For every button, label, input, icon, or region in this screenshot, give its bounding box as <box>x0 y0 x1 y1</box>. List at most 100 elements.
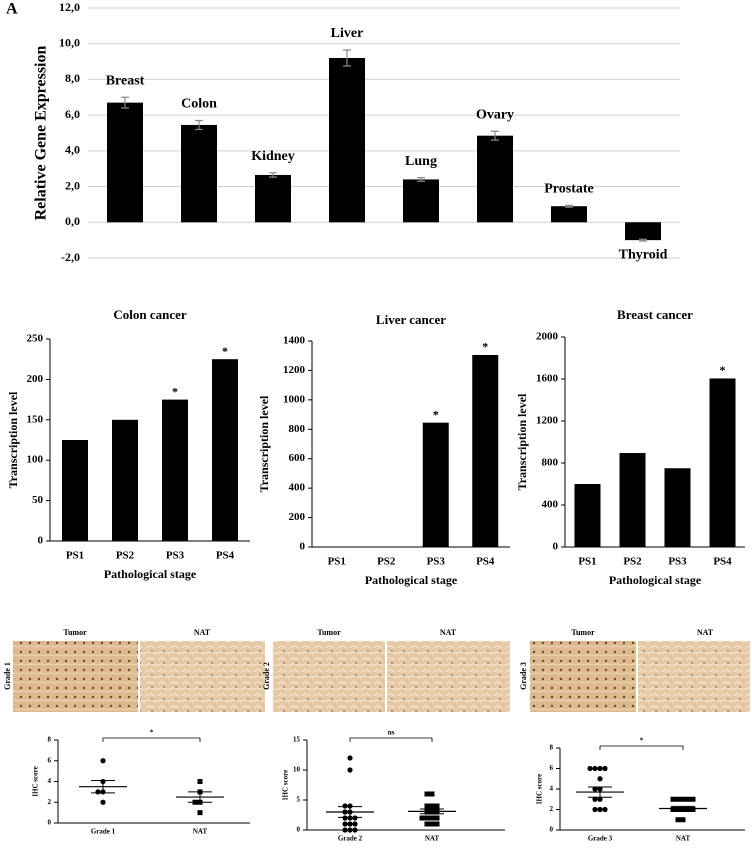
point <box>685 807 691 812</box>
y-tick-label: 400 <box>542 499 559 511</box>
error-bar <box>269 172 277 178</box>
nat-label: NAT <box>697 628 714 637</box>
point <box>680 817 686 823</box>
point <box>100 799 106 805</box>
y-tick-label: 1600 <box>536 373 559 385</box>
point <box>592 796 598 802</box>
y-tick-label: 10,0 <box>59 35 80 49</box>
point <box>424 791 430 797</box>
y-tick-label: 8 <box>48 736 52 744</box>
x-tick-label: Grade 1 <box>91 828 116 836</box>
point <box>197 810 203 816</box>
error-bar <box>565 204 573 208</box>
error-bar <box>417 177 425 182</box>
y-tick-label: 0 <box>297 826 301 834</box>
sem-bar <box>188 791 212 803</box>
y-tick-label: 200 <box>289 511 306 523</box>
y-tick-label: 12,0 <box>59 0 80 14</box>
point <box>690 796 696 802</box>
tumor-label: Tumor <box>63 628 87 637</box>
panel-label: A <box>6 1 18 18</box>
bar <box>62 440 88 541</box>
point <box>597 806 603 813</box>
x-axis-label: Pathological stage <box>365 573 458 587</box>
y-tick-label: 100 <box>27 454 44 466</box>
point <box>592 806 598 813</box>
point <box>429 791 435 797</box>
sem-bar <box>420 808 444 815</box>
point <box>347 815 353 821</box>
point <box>342 815 348 821</box>
x-tick-label: PS4 <box>216 550 235 562</box>
y-tick-label: 1400 <box>283 335 306 347</box>
bar-label: Colon <box>181 97 217 112</box>
point <box>690 807 696 812</box>
y-tick-label: 10 <box>293 766 301 774</box>
bar-label: Ovary <box>476 107 514 122</box>
y-tick-label: 0 <box>38 535 44 547</box>
point <box>424 821 430 827</box>
y-tick-label: 2 <box>550 805 554 813</box>
y-tick-label: 0 <box>300 541 306 553</box>
tumor-label: Tumor <box>571 628 595 637</box>
micrographs: Tumor NAT Grade 1 Tumor NAT Grade 2 Tumo… <box>3 628 750 712</box>
x-tick-label: PS3 <box>668 556 687 568</box>
chart-title: Colon cancer <box>113 307 187 322</box>
point <box>352 821 358 827</box>
x-tick-label: NAT <box>425 835 440 843</box>
y-axis-label: Transcription level <box>6 391 20 488</box>
x-tick-label: PS1 <box>328 556 346 568</box>
x-tick-label: NAT <box>676 835 691 843</box>
point <box>680 796 686 802</box>
y-tick-label: 800 <box>289 423 306 435</box>
sem-bar <box>338 806 362 818</box>
significance: ns <box>388 729 395 737</box>
y-tick-label: 1200 <box>283 364 306 376</box>
significance: * <box>433 407 439 421</box>
point <box>685 796 691 802</box>
y-tick-label: 4,0 <box>65 143 80 157</box>
y-tick-label: 200 <box>27 373 44 385</box>
bar <box>472 354 499 547</box>
y-tick-label: 50 <box>32 494 44 506</box>
point <box>424 815 430 821</box>
tumor-image <box>273 641 385 712</box>
bar <box>329 58 365 223</box>
bar <box>619 453 646 547</box>
tumor-image <box>13 641 138 712</box>
significance-bracket <box>599 745 684 750</box>
bar <box>477 135 513 223</box>
bar <box>551 206 587 223</box>
point <box>602 806 608 813</box>
nat-label: NAT <box>194 628 211 637</box>
point <box>352 815 358 821</box>
chart-title: Liver cancer <box>376 312 446 327</box>
x-tick-label: PS2 <box>116 550 135 562</box>
y-tick-label: 6,0 <box>65 107 80 121</box>
point <box>342 821 348 827</box>
y-tick-label: 2,0 <box>65 178 80 192</box>
point <box>100 758 106 764</box>
point <box>675 817 681 823</box>
x-axis-label: Pathological stage <box>104 567 197 581</box>
y-tick-label: 6 <box>550 764 554 772</box>
bar <box>212 359 238 541</box>
chart-title: Breast cancer <box>617 307 693 322</box>
point <box>597 796 603 802</box>
point <box>347 821 353 827</box>
y-tick-label: -2,0 <box>61 250 80 264</box>
x-tick-label: NAT <box>193 828 208 836</box>
significance-bracket <box>349 737 433 742</box>
point <box>95 789 101 795</box>
bar <box>181 124 217 223</box>
bar <box>574 484 601 547</box>
nat-image <box>140 641 265 712</box>
significance: * <box>720 363 726 377</box>
error-bar <box>343 49 351 67</box>
point <box>197 779 203 784</box>
y-axis-label: Transcription level <box>257 395 271 492</box>
y-tick-label: 15 <box>293 736 301 744</box>
grade-label: Grade 1 <box>3 662 12 690</box>
grade-label: Grade 2 <box>262 662 271 690</box>
y-tick-label: 6 <box>48 756 52 764</box>
